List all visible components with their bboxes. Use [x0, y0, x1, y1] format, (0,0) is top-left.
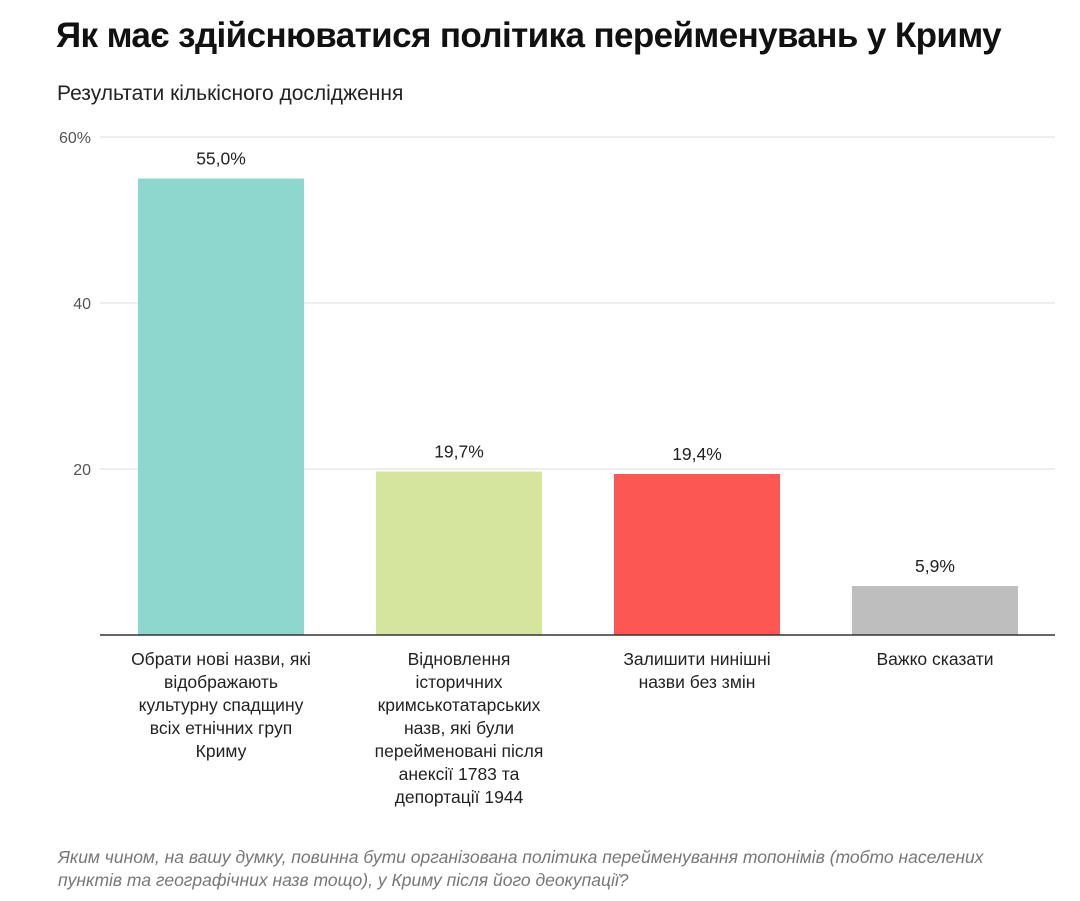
category-label: Обрати нові назви, які відображають культу… [131, 649, 311, 761]
category-label-line: Криму [196, 741, 247, 761]
category-label-line: Важко сказати [876, 649, 993, 669]
bar-value-label: 55,0% [196, 149, 246, 169]
bar [614, 473, 780, 635]
category-label: Важко сказати [876, 649, 993, 669]
y-tick-label: 60% [59, 130, 91, 147]
category-label-line: історичних [415, 672, 502, 692]
category-label-line: Відновлення [408, 649, 511, 669]
category-label-line: культурну спадщину [139, 695, 304, 715]
bar [138, 178, 304, 635]
survey-question-footnote: Яким чином, на вашу думку, повинна бути … [58, 847, 984, 890]
bar-value-label: 5,9% [915, 556, 955, 576]
category-label-line: перейменовані після [375, 741, 544, 761]
category-label-line: всіх етнічних груп [150, 718, 292, 738]
bar-value-label: 19,4% [672, 444, 722, 464]
category-label-line: анексії 1783 та [399, 764, 520, 784]
chart-title: Як має здійснюватися політика перейменув… [56, 16, 1002, 55]
y-tick-label: 20 [73, 462, 91, 479]
category-label-line: відображають [164, 672, 278, 692]
category-label: Відновлення історичних кримськотатарських н… [375, 649, 544, 807]
bar [852, 586, 1018, 635]
y-tick-label: 40 [73, 296, 91, 313]
chart-subtitle: Результати кількісного дослідження [57, 82, 404, 105]
category-label-line: кримськотатарських [378, 695, 541, 715]
bar-value-label: 19,7% [434, 441, 484, 461]
category-label: Залишити нинішні назви без змін [623, 649, 770, 692]
category-label-line: назв, які були [404, 718, 514, 738]
category-label-line: Залишити нинішні [623, 649, 770, 669]
category-label-line: Обрати нові назви, які [131, 649, 311, 669]
category-label-line: депортації 1944 [395, 787, 524, 807]
bar [376, 471, 542, 635]
category-label-line: назви без змін [639, 672, 756, 692]
